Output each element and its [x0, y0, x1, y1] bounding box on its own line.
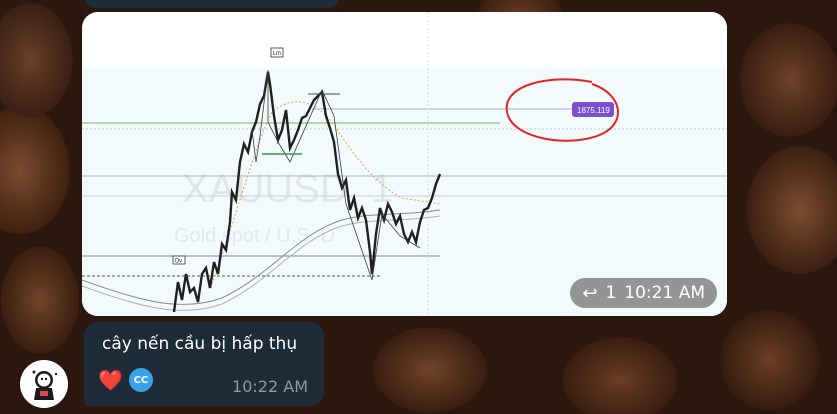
heart-reaction-icon[interactable]: ❤️ — [98, 368, 123, 392]
message-timestamp: 10:22 AM — [232, 377, 308, 396]
reply-arrow-icon[interactable]: ↩ — [582, 282, 598, 304]
red-circle-annotation — [505, 78, 619, 142]
sender-avatar[interactable] — [20, 360, 68, 408]
message-reactions[interactable]: ❤️ CC — [98, 368, 153, 392]
reply-count[interactable]: 1 — [605, 283, 617, 303]
chart-marker-low: Ov — [175, 259, 183, 265]
chart-watermark-desc: Gold spot / U.S. D — [174, 225, 335, 247]
text-message-bubble[interactable]: cây nến cầu bị hấp thụ ❤️ CC 10:22 AM — [84, 322, 324, 406]
chart-marker-top: Lm — [273, 51, 281, 57]
chart-watermark-symbol: XAUUSD, 1 — [182, 167, 393, 211]
previous-message-bubble — [84, 0, 340, 8]
chart-screenshot: XAUUSD, 1 Gold spot / U.S. D Lm Ov 1875.… — [82, 12, 727, 316]
chart-image-message[interactable]: XAUUSD, 1 Gold spot / U.S. D Lm Ov 1875.… — [82, 12, 727, 316]
astronaut-icon — [20, 360, 68, 408]
media-timestamp: 10:21 AM — [624, 283, 705, 303]
message-text: cây nến cầu bị hấp thụ — [102, 334, 298, 354]
reactor-avatar[interactable]: CC — [128, 368, 153, 392]
chart-price-label: 1875.119 — [577, 106, 610, 115]
media-meta-pill: ↩ 1 10:21 AM — [570, 278, 717, 308]
